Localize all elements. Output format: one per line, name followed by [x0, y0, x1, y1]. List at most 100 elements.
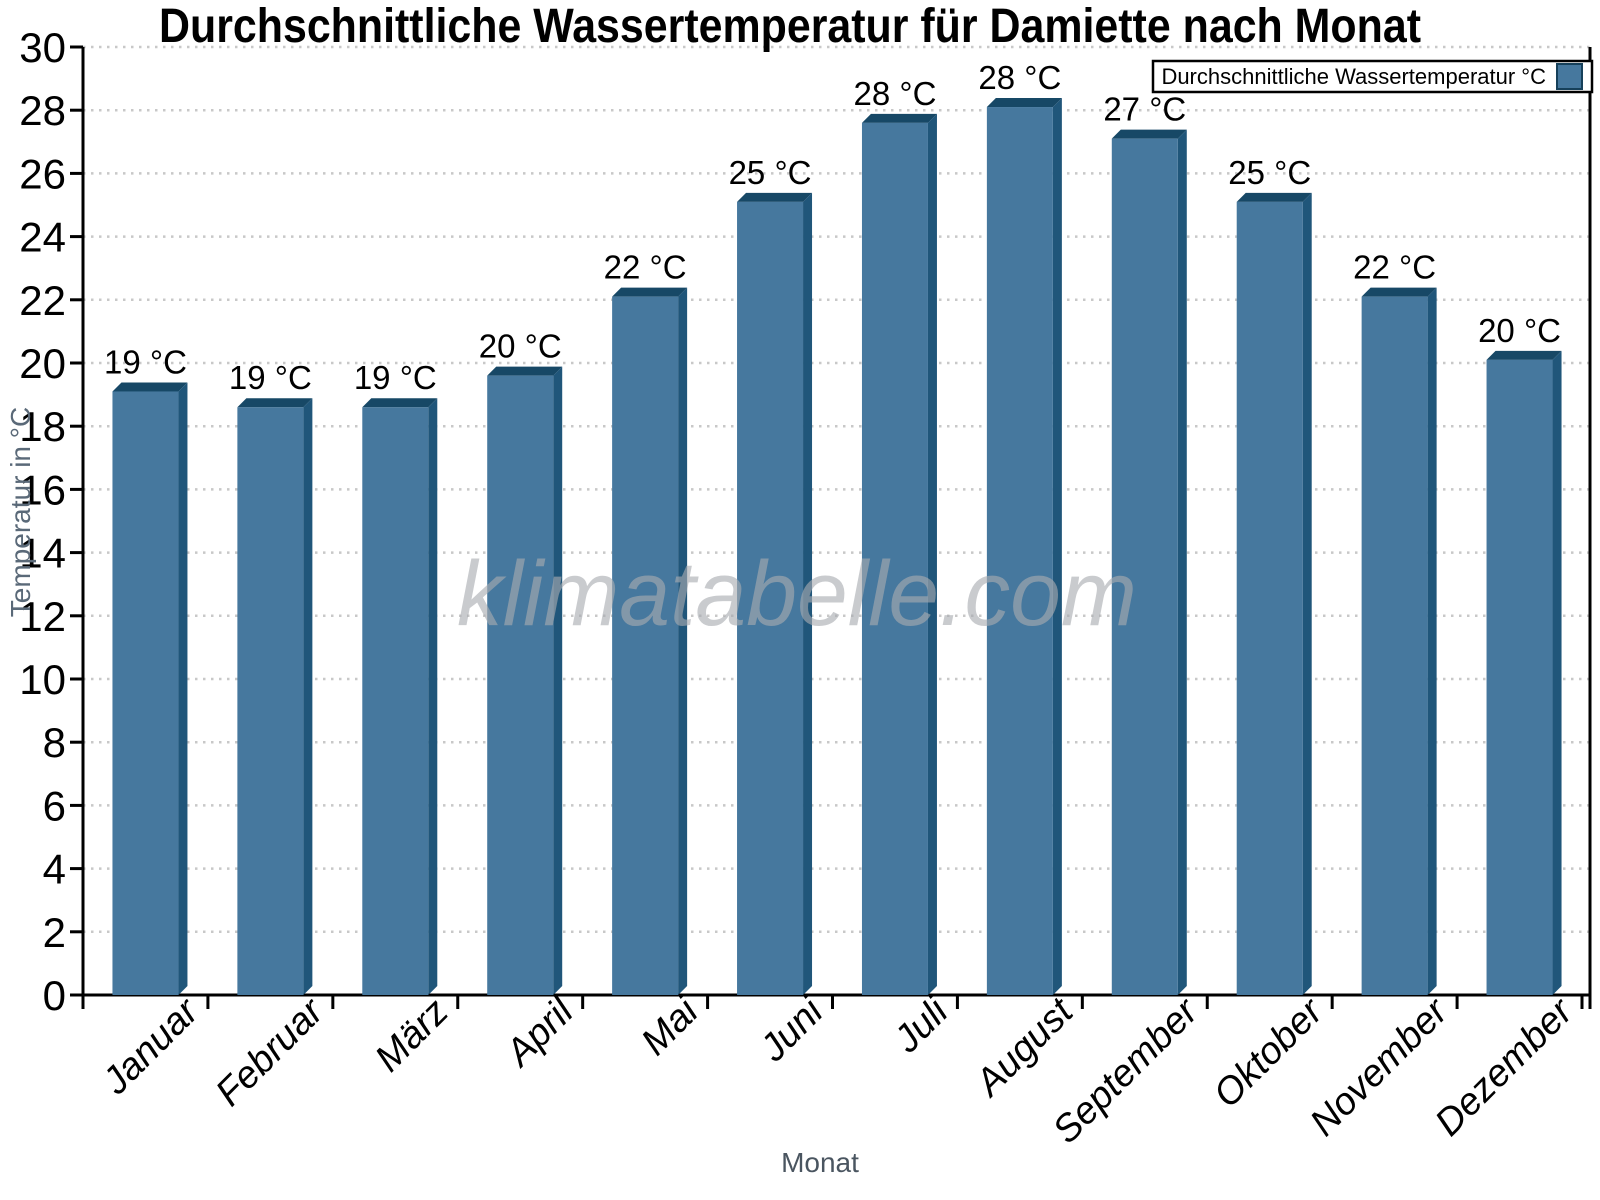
bar-side-face — [303, 398, 313, 995]
y-tick-label-12: 12 — [19, 593, 66, 640]
x-tick-label-dezember: Dezember — [1427, 990, 1582, 1145]
bar-label-märz: 19 °C — [354, 359, 437, 396]
bar-april — [487, 366, 563, 995]
bar-top-face — [112, 382, 188, 392]
bar-juni — [737, 192, 813, 996]
bar-side-face — [1302, 192, 1312, 996]
bar-top-face — [1236, 192, 1312, 202]
bar-label-november: 22 °C — [1353, 249, 1436, 286]
bar-top-face — [487, 366, 563, 376]
bar-februar — [237, 398, 313, 995]
bar-side-face — [1427, 287, 1437, 995]
y-tick-label-20: 20 — [19, 340, 66, 387]
x-tick-label-april: April — [497, 990, 583, 1076]
bar-label-februar: 19 °C — [229, 359, 312, 396]
bar-front-face — [237, 407, 304, 995]
bar-dezember — [1486, 350, 1562, 996]
gridlines — [83, 45, 1590, 934]
bar-top-face — [1486, 350, 1562, 360]
x-tick-label-juli: Juli — [886, 990, 958, 1062]
bar-side-face — [1552, 350, 1562, 996]
bar-front-face — [1361, 296, 1428, 995]
bar-top-face — [237, 398, 313, 408]
y-tick-label-16: 16 — [19, 466, 66, 513]
legend-box — [1151, 59, 1594, 94]
bar-label-april: 20 °C — [479, 328, 562, 365]
x-tick-label-august: August — [966, 990, 1082, 1106]
y-tick-label-8: 8 — [43, 719, 66, 766]
y-tick-label-30: 30 — [19, 24, 66, 71]
bar-januar — [112, 382, 188, 995]
bar-top-face — [737, 192, 813, 202]
x-tick-label-märz: März — [367, 991, 456, 1080]
y-tick-label-24: 24 — [19, 214, 66, 261]
bar-top-face — [612, 287, 688, 297]
bar-side-face — [1052, 98, 1062, 996]
bar-juli — [861, 113, 937, 996]
bar-oktober — [1236, 192, 1312, 996]
bar-side-face — [678, 287, 688, 995]
bar-front-face — [1111, 138, 1178, 995]
bar-side-face — [927, 113, 937, 996]
bar-value-labels: 19 °C 19 °C 19 °C 20 °C 22 °C 25 °C 28 °C 28 °C… — [104, 59, 1561, 396]
bar-front-face — [986, 107, 1053, 996]
bar-august — [986, 98, 1062, 996]
bar-mai — [612, 287, 688, 995]
y-tick-label-22: 22 — [19, 277, 66, 324]
bar-side-face — [1177, 129, 1187, 995]
y-tick-label-6: 6 — [43, 782, 66, 829]
x-tick-label-juni: Juni — [752, 990, 833, 1071]
y-tick-label-14: 14 — [19, 530, 66, 577]
bar-side-face — [803, 192, 813, 996]
bar-label-september: 27 °C — [1103, 91, 1186, 128]
x-tick-label-oktober: Oktober — [1206, 990, 1332, 1116]
bar-side-face — [178, 382, 188, 995]
y-tick-label-18: 18 — [19, 403, 66, 450]
y-tick-label-2: 2 — [43, 909, 66, 956]
x-tick-label-januar: Januar — [94, 990, 208, 1104]
y-axis-title: Temperatur in °C — [5, 407, 36, 617]
bar-top-face — [861, 113, 937, 123]
bar-front-face — [487, 375, 554, 995]
bar-label-juni: 25 °C — [729, 154, 812, 191]
y-tick-label-10: 10 — [19, 656, 66, 703]
bar-front-face — [1486, 359, 1553, 996]
y-tick-label-28: 28 — [19, 87, 66, 134]
y-tick-label-26: 26 — [19, 150, 66, 197]
bar-label-januar: 19 °C — [104, 343, 187, 380]
chart-title: Durchschnittliche Wassertemperatur für D… — [159, 0, 1421, 53]
bar-top-face — [986, 98, 1062, 108]
tick-marks — [70, 45, 1584, 1009]
bar-label-august: 28 °C — [978, 59, 1061, 96]
bar-front-face — [362, 407, 429, 995]
bar-side-face — [428, 398, 438, 995]
x-axis-title: Monat — [781, 1147, 859, 1178]
bar-front-face — [112, 391, 179, 995]
y-tick-label-0: 0 — [43, 972, 66, 1019]
bar-top-face — [1111, 129, 1187, 139]
bar-front-face — [1236, 201, 1303, 996]
bar-label-dezember: 20 °C — [1478, 312, 1561, 349]
bar-side-face — [553, 366, 563, 995]
watermark: klimatabelle.com — [457, 543, 1137, 645]
bar-top-face — [362, 398, 438, 408]
bar-top-face — [1361, 287, 1437, 297]
bar-label-mai: 22 °C — [604, 249, 687, 286]
legend-swatch-icon — [1556, 63, 1583, 90]
legend-label: Durchschnittliche Wassertemperatur °C — [1161, 64, 1546, 89]
x-tick-label-mai: Mai — [633, 990, 707, 1064]
bar-front-face — [737, 201, 804, 996]
bar-front-face — [861, 122, 928, 996]
bar-märz — [362, 398, 438, 995]
bar-label-oktober: 25 °C — [1228, 154, 1311, 191]
x-tick-label-februar: Februar — [208, 990, 333, 1115]
x-tick-labels: Januar Februar März April Mai Juni Juli AugustS… — [94, 990, 1582, 1152]
y-tick-label-4: 4 — [43, 846, 66, 893]
bar-front-face — [612, 296, 679, 995]
bars — [112, 98, 1562, 996]
bar-september — [1111, 129, 1187, 995]
bar-november — [1361, 287, 1437, 995]
legend: Durchschnittliche Wassertemperatur °C — [1151, 59, 1594, 94]
